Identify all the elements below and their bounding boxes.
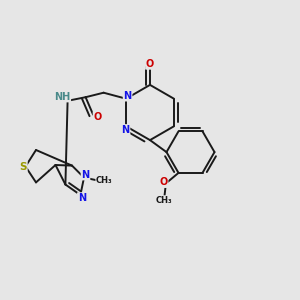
Text: N: N bbox=[124, 91, 132, 101]
Text: N: N bbox=[78, 193, 86, 203]
Text: NH: NH bbox=[54, 92, 70, 102]
Text: CH₃: CH₃ bbox=[96, 176, 113, 185]
Text: N: N bbox=[81, 169, 90, 180]
Text: CH₃: CH₃ bbox=[156, 196, 173, 205]
Text: O: O bbox=[146, 59, 154, 69]
Text: N: N bbox=[122, 125, 130, 135]
Text: O: O bbox=[159, 177, 168, 187]
Text: S: S bbox=[20, 161, 27, 172]
Text: O: O bbox=[94, 112, 102, 122]
